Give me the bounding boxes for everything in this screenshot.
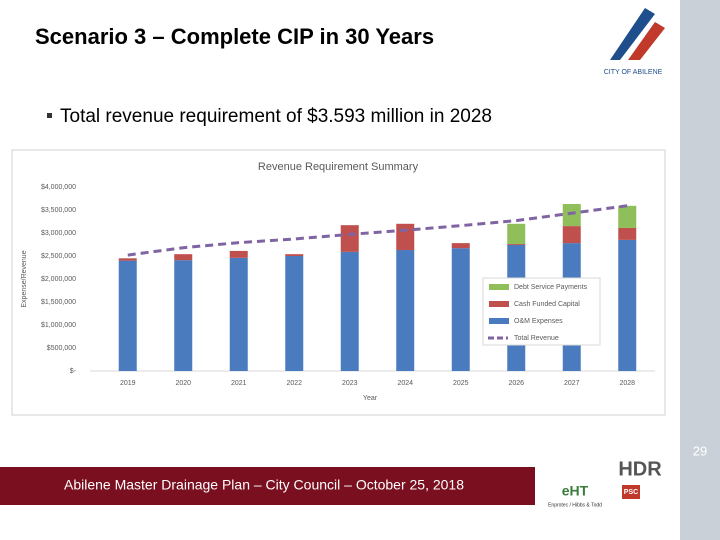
bar-segment <box>396 223 415 251</box>
x-tick-label: 2023 <box>342 380 358 387</box>
slide-title: Scenario 3 – Complete CIP in 30 Years <box>35 24 434 49</box>
y-tick-label: $1,000,000 <box>41 322 76 329</box>
x-tick-label: 2028 <box>619 380 635 387</box>
footer-text: Abilene Master Drainage Plan – City Coun… <box>64 477 464 493</box>
y-tick-label: $3,000,000 <box>41 230 76 237</box>
eht-logo: eHT <box>562 483 589 499</box>
bar-segment <box>562 204 581 227</box>
legend-label: Debt Service Payments <box>514 284 588 291</box>
bar-segment <box>618 205 637 228</box>
page-number: 29 <box>693 443 707 458</box>
y-tick-label: $3,500,000 <box>41 207 76 214</box>
hdr-logo: HDR <box>618 458 662 480</box>
x-tick-label: 2025 <box>453 380 469 387</box>
y-tick-label: $- <box>70 368 77 375</box>
line-series <box>127 204 628 257</box>
legend-swatch <box>489 318 509 324</box>
footer-box <box>0 467 535 505</box>
y-axis-label: Expense/Revenue <box>21 250 28 307</box>
y-tick-label: $2,000,000 <box>41 276 76 283</box>
x-tick-label: 2027 <box>564 380 580 387</box>
eht-subtitle: Enprotec / Hibbs & Todd <box>548 502 602 508</box>
legend-label: Total Revenue <box>514 335 559 342</box>
bar-segment <box>340 225 359 252</box>
bar-segment <box>229 257 248 371</box>
bar-segment <box>174 260 193 371</box>
city-logo: CITY OF ABILENE <box>604 8 665 76</box>
y-tick-label: $500,000 <box>47 345 76 352</box>
bar-segment <box>562 226 581 244</box>
x-tick-label: 2024 <box>397 380 413 387</box>
bar-segment <box>507 223 526 245</box>
bar-segment <box>229 250 248 258</box>
bar-segment <box>285 254 304 256</box>
bar-segment <box>118 258 137 261</box>
y-tick-label: $1,500,000 <box>41 299 76 306</box>
bar-segment <box>340 251 359 371</box>
legend-label: O&M Expenses <box>514 318 563 325</box>
x-axis-label: Year <box>363 395 378 402</box>
bar-segment <box>118 260 137 371</box>
bullet-text: Total revenue requirement of $3.593 mill… <box>60 106 492 127</box>
x-tick-label: 2022 <box>286 380 302 387</box>
bar-segment <box>285 256 304 371</box>
bar-segment <box>451 243 470 249</box>
bullet-marker <box>47 113 52 118</box>
bar-segment <box>618 239 637 371</box>
legend-label: Cash Funded Capital <box>514 301 580 308</box>
y-tick-label: $4,000,000 <box>41 184 76 191</box>
x-tick-label: 2020 <box>175 380 191 387</box>
y-tick-label: $2,500,000 <box>41 253 76 260</box>
chart: Revenue Requirement Summary Year Expense… <box>21 161 655 402</box>
logo-text: CITY OF ABILENE <box>604 69 663 76</box>
bar-segment <box>174 254 193 261</box>
bar-segment <box>507 244 526 245</box>
chart-title: Revenue Requirement Summary <box>258 161 419 173</box>
x-tick-label: 2021 <box>231 380 247 387</box>
logo-shape <box>628 22 665 60</box>
x-tick-label: 2019 <box>120 380 136 387</box>
logo-shape <box>610 8 655 60</box>
bar-segment <box>396 250 415 371</box>
x-tick-label: 2026 <box>508 380 524 387</box>
legend-swatch <box>489 301 509 307</box>
bar-segment <box>451 248 470 371</box>
psc-logo-box <box>622 485 640 499</box>
legend-swatch <box>489 284 509 290</box>
bar-segment <box>618 227 637 240</box>
side-strip <box>680 0 720 540</box>
psc-logo: PSC <box>624 489 638 496</box>
